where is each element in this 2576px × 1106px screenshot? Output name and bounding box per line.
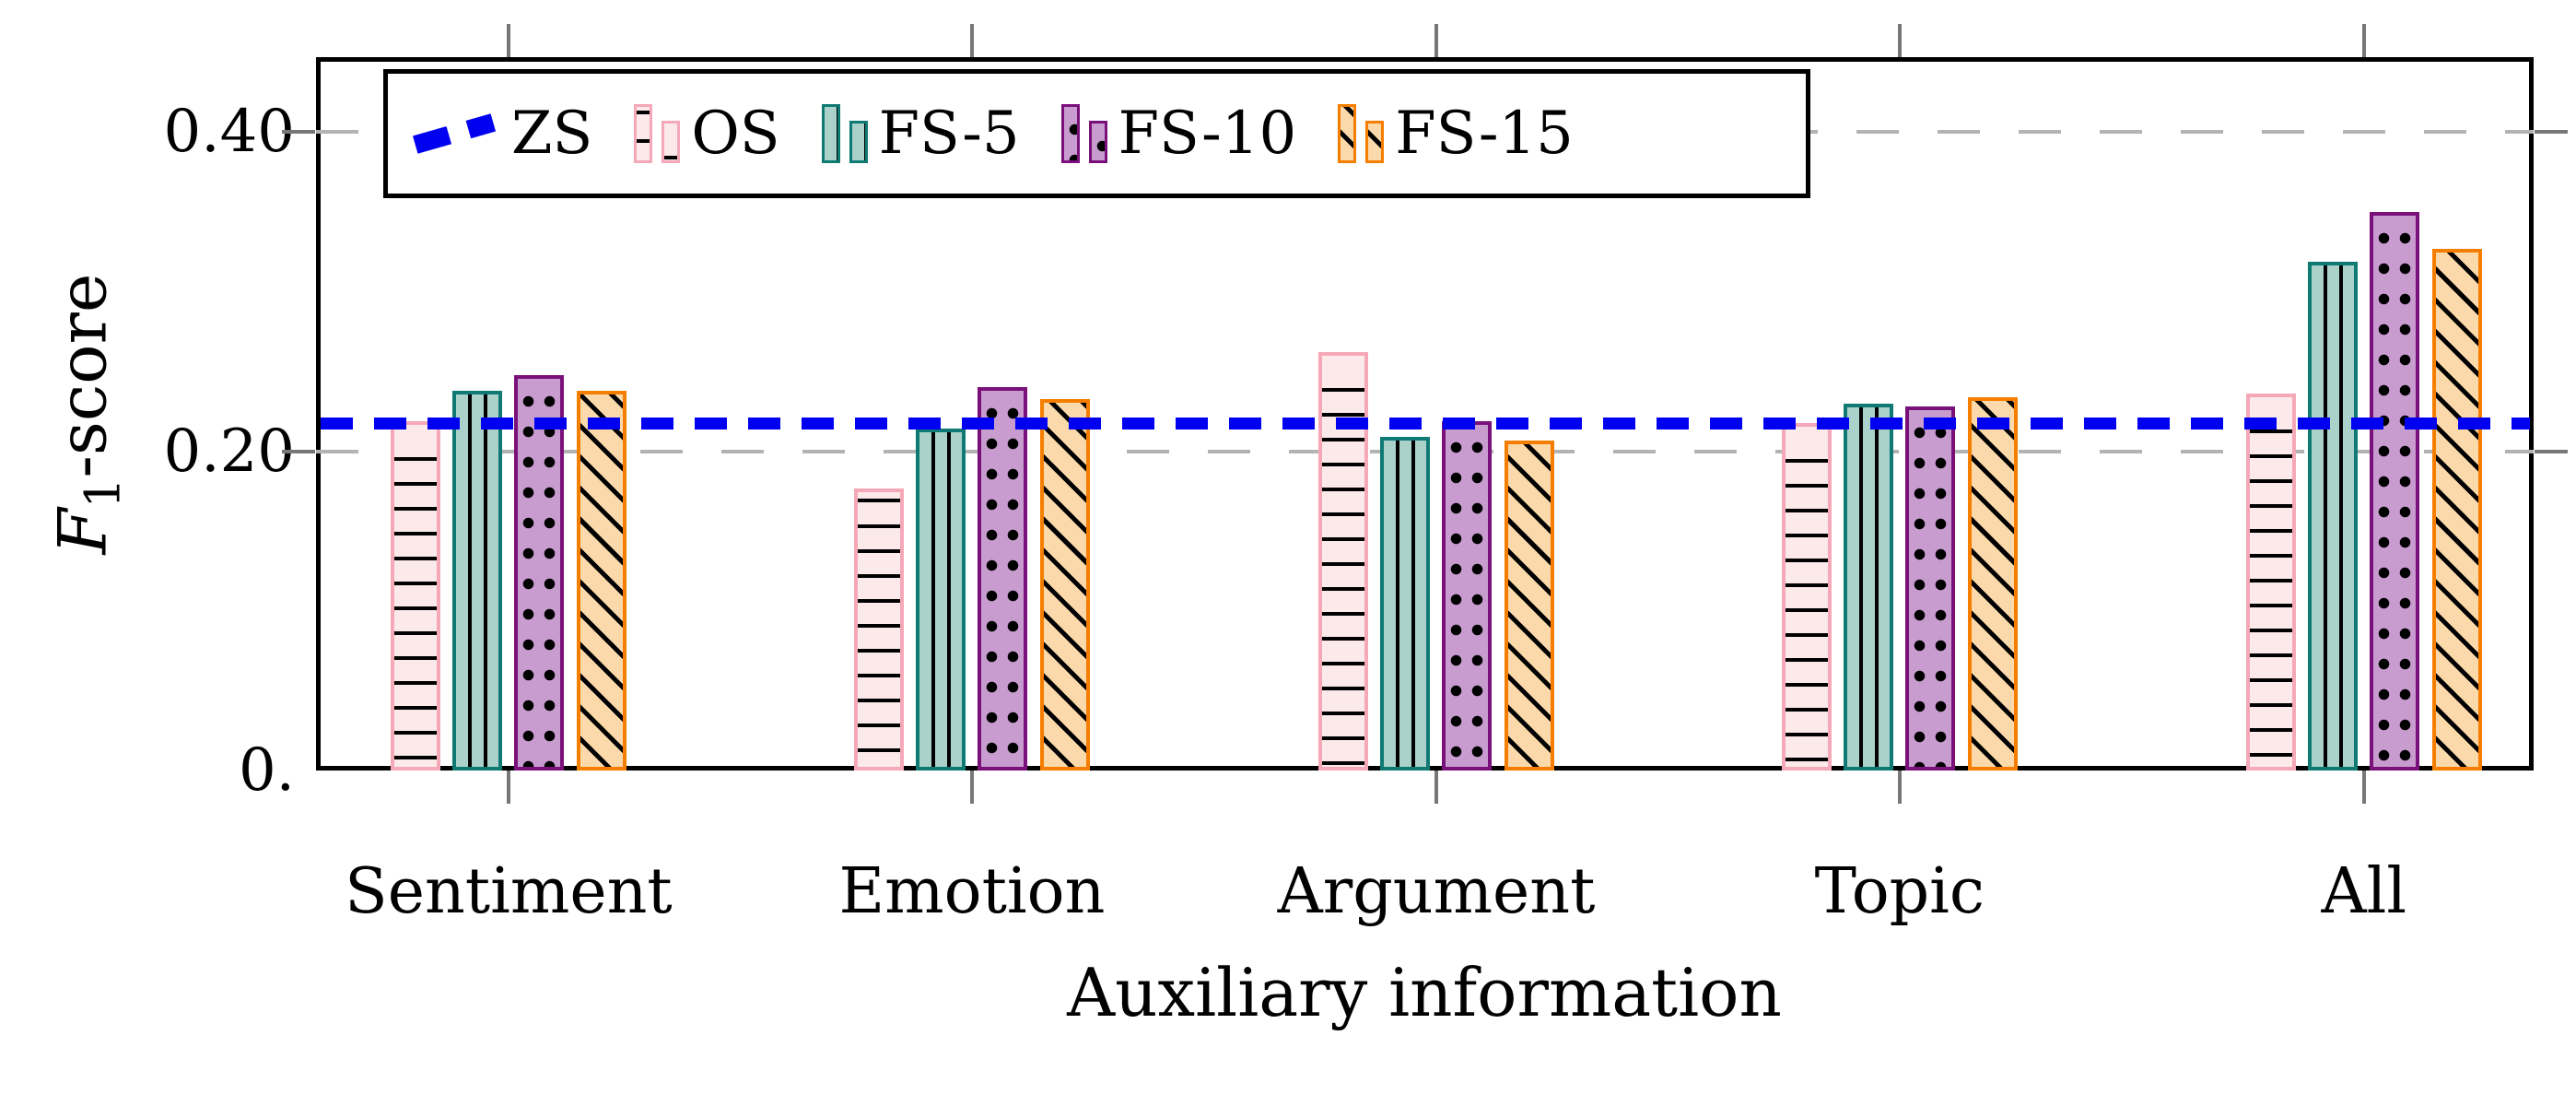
bar-fs-5-emotion xyxy=(915,429,966,771)
y-axis-tick xyxy=(2535,449,2568,453)
legend-label: FS-10 xyxy=(1118,100,1297,168)
bar-fs-5-argument xyxy=(1380,437,1431,771)
x-axis-tick-bottom xyxy=(1897,771,1902,804)
zs-reference-line xyxy=(321,417,2530,429)
legend-label: ZS xyxy=(511,100,593,168)
x-axis-tick-bottom xyxy=(969,771,974,804)
y-axis-tick xyxy=(2535,130,2568,135)
legend-label: FS-15 xyxy=(1395,100,1574,168)
bar-fs-15-emotion xyxy=(1039,398,1090,771)
fs-5-swatch xyxy=(821,104,868,163)
os-swatch xyxy=(634,104,681,163)
x-axis-tick-top xyxy=(506,24,510,57)
bar-fs-10-emotion xyxy=(977,387,1027,771)
x-tick-label: Topic xyxy=(1814,855,1985,928)
bar-os-topic xyxy=(1781,422,1832,771)
bar-os-emotion xyxy=(853,488,904,771)
x-tick-label: Sentiment xyxy=(345,855,673,928)
x-axis-tick-bottom xyxy=(1434,771,1439,804)
bar-fs-15-topic xyxy=(1967,396,2018,771)
legend: ZS OS FS-5 FS-10 FS-15 xyxy=(383,69,1810,198)
x-axis-tick-top xyxy=(1434,24,1439,57)
y-axis-tick xyxy=(282,130,315,135)
legend-entry-os: OS xyxy=(634,100,780,168)
x-axis-tick-bottom xyxy=(506,771,510,804)
x-axis-tick-top xyxy=(1897,24,1902,57)
bar-fs-5-all xyxy=(2307,261,2358,771)
y-tick-label: 0. xyxy=(238,736,295,805)
bar-fs-15-argument xyxy=(1505,440,1555,771)
fs-15-swatch xyxy=(1338,104,1385,163)
legend-bar-swatch xyxy=(821,104,840,163)
bar-fs-5-topic xyxy=(1843,403,1893,771)
legend-label: OS xyxy=(691,100,780,168)
legend-bar-swatch xyxy=(662,121,681,163)
bar-os-sentiment xyxy=(390,420,440,771)
bar-fs-10-all xyxy=(2369,211,2419,771)
bar-fs-10-topic xyxy=(1904,406,1955,771)
bar-os-argument xyxy=(1318,352,1369,771)
legend-bar-swatch xyxy=(1060,104,1080,163)
legend-bar-swatch xyxy=(1338,104,1357,163)
x-tick-label: All xyxy=(2321,855,2407,928)
bar-fs-15-sentiment xyxy=(576,390,626,771)
y-tick-label: 0.40 xyxy=(163,98,296,167)
x-tick-label: Argument xyxy=(1277,855,1596,928)
bar-os-all xyxy=(2245,394,2296,771)
legend-bar-swatch xyxy=(1365,121,1385,163)
bar-fs-15-all xyxy=(2431,248,2482,771)
x-axis-tick-top xyxy=(2361,24,2366,57)
bar-fs-10-sentiment xyxy=(513,374,564,771)
bar-fs-5-sentiment xyxy=(451,390,502,771)
legend-label: FS-5 xyxy=(878,100,1020,168)
x-axis-tick-bottom xyxy=(2361,771,2366,804)
zs-dashed-line-sample xyxy=(412,113,497,154)
legend-bar-swatch xyxy=(634,104,653,163)
legend-entry-fs-15: FS-15 xyxy=(1338,100,1574,168)
x-axis-tick-top xyxy=(969,24,974,57)
legend-entry-zs: ZS xyxy=(412,100,593,168)
y-axis-label-f: F xyxy=(43,508,122,555)
y-tick-label: 0.20 xyxy=(163,417,296,486)
bar-fs-10-argument xyxy=(1442,420,1493,771)
legend-entry-fs-5: FS-5 xyxy=(821,100,1020,168)
legend-bar-swatch xyxy=(1088,121,1107,163)
x-tick-label: Emotion xyxy=(838,855,1106,928)
legend-bar-swatch xyxy=(849,121,868,163)
x-axis-label: Auxiliary information xyxy=(1067,954,1782,1031)
fs-10-swatch xyxy=(1060,104,1107,163)
y-axis-tick xyxy=(282,449,315,453)
legend-entry-fs-10: FS-10 xyxy=(1060,100,1297,168)
